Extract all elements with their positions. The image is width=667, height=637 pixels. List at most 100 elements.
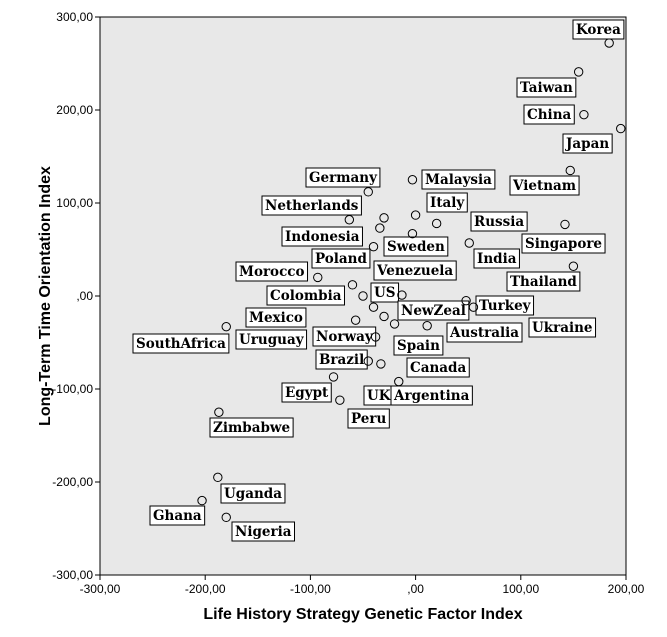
x-tick-label: -100,00 <box>290 582 331 596</box>
data-point-thailand <box>568 261 579 271</box>
point-label-box <box>245 307 307 328</box>
plot-area <box>99 16 627 576</box>
data-point-spain <box>422 321 432 331</box>
point-label-egypt: Egypt <box>281 382 332 403</box>
point-label-text: India <box>477 251 517 267</box>
data-point-nigeria <box>221 512 231 523</box>
point-label-uk: UK <box>363 385 395 406</box>
point-label-box <box>470 211 528 232</box>
y-tick-label: -300,00 <box>52 568 93 582</box>
point-label-canada: Canada <box>406 357 470 378</box>
x-tick-label: 100,00 <box>502 582 539 596</box>
point-label-box <box>132 333 230 354</box>
point-label-vietnam: Vietnam <box>509 175 580 196</box>
x-axis-title: Life History Strategy Genetic Factor Ind… <box>203 606 522 623</box>
point-label-text: US <box>374 285 396 301</box>
point-label-india: India <box>473 248 520 269</box>
point-label-text: Colombia <box>270 288 342 304</box>
data-point-uruguay <box>350 315 361 325</box>
y-tick-label: 100,00 <box>56 196 93 210</box>
point-label-text: Ukraine <box>532 320 593 336</box>
point-label-text: Sweden <box>387 239 445 255</box>
data-point-us <box>358 291 368 301</box>
point-label-text: Argentina <box>393 388 470 404</box>
point-label-box <box>446 322 523 343</box>
point-label-text: Canada <box>410 360 466 376</box>
point-label-box <box>266 285 345 306</box>
point-label-text: UK <box>367 388 392 404</box>
y-axis-ticks: -300,00 -200,00 -100,00 ,00 100,00 200,00 300,… <box>52 10 100 582</box>
point-label-uruguay: Uruguay <box>235 329 308 350</box>
data-point-vietnam <box>565 165 575 176</box>
point-label-text: Peru <box>351 411 386 427</box>
point-label-text: Mexico <box>249 310 303 326</box>
point-label-box <box>528 317 597 338</box>
data-point-uk <box>328 372 339 382</box>
point-label-box <box>315 349 368 370</box>
x-tick-label: -200,00 <box>185 582 226 596</box>
point-label-text: Uruguay <box>239 332 305 348</box>
data-point-mexico <box>368 302 379 312</box>
point-label-japan: Japan <box>562 133 613 154</box>
y-axis-title: Long-Term Time Orientation Index <box>37 166 54 426</box>
point-label-box <box>383 236 449 257</box>
point-label-uganda: Uganda <box>220 483 286 504</box>
data-point-india <box>464 238 474 248</box>
point-label-box <box>149 505 206 526</box>
data-point-indonesia <box>379 213 389 223</box>
point-label-sweden: Sweden <box>383 236 449 257</box>
point-label-newzeal: NewZeal <box>397 300 470 321</box>
point-label-text: Vietnam <box>512 178 576 194</box>
data-point-netherlands <box>344 215 355 225</box>
point-label-box <box>220 483 286 504</box>
data-point-ukraine <box>468 302 479 312</box>
point-label-box <box>562 133 613 154</box>
point-label-box <box>506 271 581 292</box>
point-label-morocco: Morocco <box>235 261 309 282</box>
point-label-peru: Peru <box>347 408 390 429</box>
data-point-japan <box>616 123 626 134</box>
point-label-indonesia: Indonesia <box>281 226 363 247</box>
data-point-norway <box>389 319 400 329</box>
data-point-germany <box>363 187 373 197</box>
point-label-text: Turkey <box>479 298 532 314</box>
data-point-sweden <box>375 223 385 233</box>
point-label-text: Singapore <box>525 236 602 252</box>
point-label-box <box>390 385 473 406</box>
point-label-box <box>516 77 577 98</box>
point-label-netherlands: Netherlands <box>261 195 362 216</box>
point-label-box <box>426 192 468 213</box>
y-tick-label: ,00 <box>76 289 93 303</box>
data-point-venezuela <box>368 242 379 252</box>
point-label-zimbabwe: Zimbabwe <box>209 417 294 438</box>
point-label-text: Netherlands <box>265 198 359 214</box>
point-label-text: Spain <box>397 338 440 354</box>
data-point-china <box>579 109 589 120</box>
point-label-box <box>393 335 444 356</box>
point-label-brazil: Brazil <box>315 349 368 370</box>
point-label-colombia: Colombia <box>266 285 345 306</box>
point-label-mexico: Mexico <box>245 307 307 328</box>
point-label-box <box>311 248 371 269</box>
point-label-text: Taiwan <box>520 80 573 96</box>
data-point-malaysia <box>407 175 418 185</box>
point-label-malaysia: Malaysia <box>421 169 496 190</box>
point-label-box <box>235 329 308 350</box>
point-label-text: Nigeria <box>235 524 292 540</box>
point-label-italy: Italy <box>426 192 468 213</box>
point-label-text: Brazil <box>319 352 364 368</box>
point-label-box <box>475 295 535 316</box>
point-label-korea: Korea <box>572 19 625 40</box>
point-label-text: China <box>527 107 572 123</box>
point-label-box <box>523 104 575 125</box>
point-label-text: Ghana <box>153 508 202 524</box>
point-label-box <box>235 261 309 282</box>
point-label-china: China <box>523 104 575 125</box>
data-point-australia <box>379 311 389 322</box>
data-point-canada <box>363 356 373 366</box>
data-point-taiwan <box>573 67 584 77</box>
point-label-text: Egypt <box>285 385 329 401</box>
point-label-text: Thailand <box>510 274 577 290</box>
point-label-thailand: Thailand <box>506 271 581 292</box>
point-label-box <box>509 175 580 196</box>
